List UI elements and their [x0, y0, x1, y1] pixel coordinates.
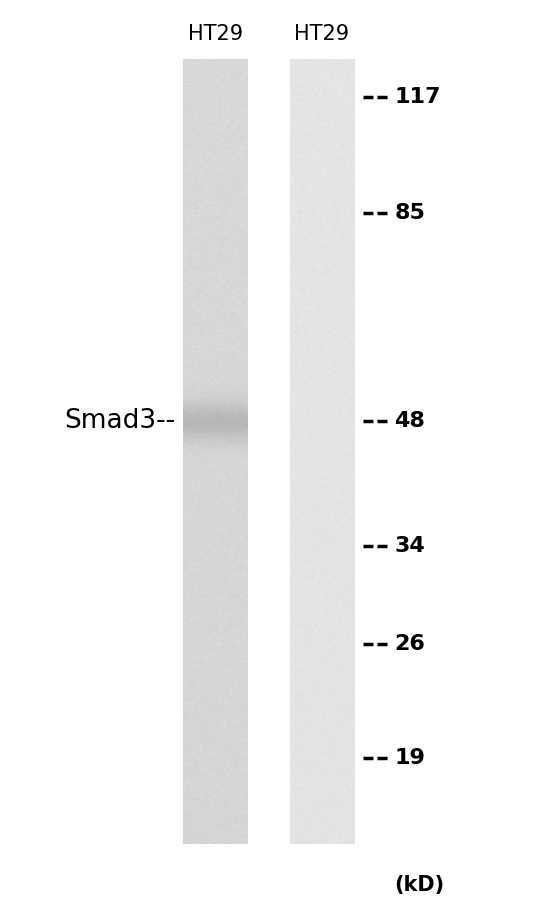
Text: Smad3--: Smad3-- — [64, 408, 175, 434]
Text: 26: 26 — [394, 634, 426, 654]
Text: 48: 48 — [394, 411, 426, 431]
Text: 85: 85 — [394, 203, 426, 223]
Text: 117: 117 — [394, 87, 441, 107]
Text: HT29: HT29 — [188, 24, 243, 44]
Text: 19: 19 — [394, 747, 426, 767]
Text: 34: 34 — [394, 536, 425, 556]
Text: (kD): (kD) — [394, 875, 445, 895]
Text: HT29: HT29 — [295, 24, 349, 44]
